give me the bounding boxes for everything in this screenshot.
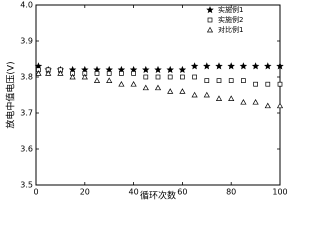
data-point	[167, 74, 173, 80]
data-point	[264, 62, 272, 70]
x-tick-label: 0	[33, 188, 38, 197]
data-point	[265, 81, 271, 87]
y-tick-label: 3.9	[20, 37, 33, 46]
x-tick-label: 20	[80, 188, 90, 197]
data-point	[130, 80, 137, 87]
data-point	[239, 62, 248, 70]
data-point	[143, 74, 149, 80]
data-point	[227, 62, 235, 70]
legend-marker	[206, 6, 214, 14]
x-tick-label: 80	[226, 188, 236, 197]
data-point	[215, 95, 223, 101]
data-point	[81, 73, 88, 80]
x-tick-label: 60	[177, 188, 187, 197]
y-tick-label: 3.5	[20, 181, 33, 190]
y-tick-label: 3.8	[20, 73, 33, 82]
data-point	[240, 98, 247, 105]
data-point	[45, 70, 52, 76]
data-point	[215, 62, 223, 70]
data-point	[264, 102, 271, 109]
data-point	[228, 78, 234, 83]
data-point	[167, 88, 174, 94]
data-point	[276, 62, 284, 70]
data-point	[142, 65, 150, 73]
y-tick-label: 4.0	[20, 1, 33, 10]
data-point	[154, 65, 162, 73]
x-tick-label: 40	[129, 188, 139, 197]
data-point	[191, 91, 198, 98]
y-axis-label: 放电中值电压(V)	[5, 61, 17, 128]
data-point	[69, 73, 76, 80]
legend-marker	[207, 17, 213, 23]
data-point	[57, 70, 64, 76]
data-point	[276, 102, 284, 109]
data-point	[166, 65, 174, 73]
y-tick-label: 3.7	[20, 109, 33, 118]
y-tick-label: 3.6	[20, 145, 33, 154]
chart: 循环次数 放电中值电压(V) 3.5 3.6 3.7 3.8 3.9 4.0 0 20 40 60…	[5, 1, 288, 201]
data-point	[154, 84, 162, 91]
legend-label: 实施例2	[218, 15, 243, 24]
x-tick-label: 100	[272, 188, 287, 197]
data-point	[252, 98, 259, 105]
data-point	[251, 62, 260, 70]
data-point	[253, 81, 258, 87]
x-axis-label: 循环次数	[140, 190, 176, 201]
data-point	[203, 62, 211, 70]
legend-marker	[206, 26, 214, 33]
data-point	[204, 78, 210, 83]
data-point	[178, 65, 187, 73]
data-point	[241, 78, 246, 83]
data-point	[155, 74, 161, 80]
plot-frame	[35, 4, 281, 186]
data-point	[179, 88, 186, 94]
data-point	[106, 77, 113, 83]
data-point	[119, 71, 124, 76]
data-point	[192, 74, 197, 80]
data-point	[277, 81, 283, 87]
data-point	[94, 71, 100, 76]
data-point	[228, 95, 235, 101]
data-point	[93, 77, 101, 83]
data-point	[180, 74, 185, 80]
data-point	[190, 62, 199, 70]
data-point	[142, 84, 149, 91]
data-point	[35, 70, 42, 76]
data-point	[131, 71, 136, 76]
data-point	[118, 80, 125, 87]
legend-label: 实施例1	[218, 5, 243, 14]
legend-label: 对比例1	[218, 25, 243, 34]
data-point	[203, 91, 210, 98]
data-point	[216, 78, 222, 83]
data-point	[106, 71, 112, 76]
